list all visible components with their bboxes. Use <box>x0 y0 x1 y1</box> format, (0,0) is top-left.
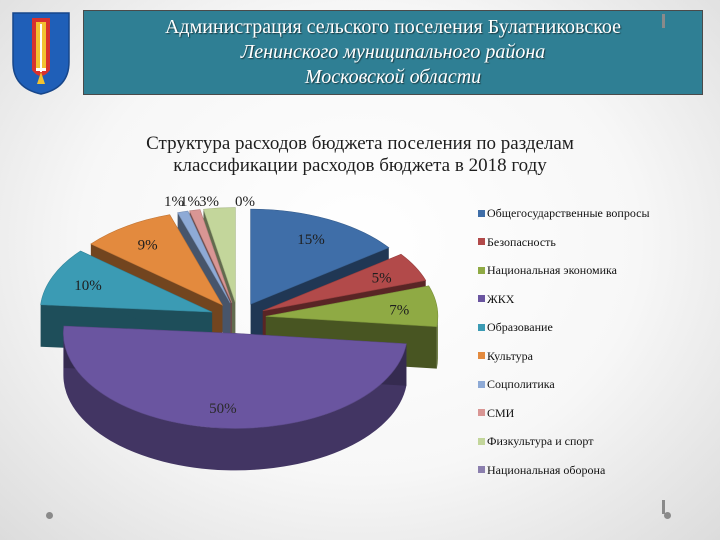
legend-label-2: Безопасность <box>487 234 556 249</box>
legend-item-7: Соцполитика <box>478 376 555 392</box>
legend-swatch-2 <box>478 238 485 246</box>
legend-label-7: Соцполитика <box>487 376 555 391</box>
legend-item-1: Общегосударственные вопросы <box>478 205 650 221</box>
pie-slice-7 <box>177 210 231 304</box>
data-label-2: 5% <box>372 270 392 286</box>
header-line-1: Администрация сельского поселения Булатн… <box>164 16 622 38</box>
coat-of-arms-icon <box>12 12 70 95</box>
legend-swatch-4 <box>478 295 485 303</box>
data-label-9: 3% <box>199 194 219 210</box>
legend-label-9: Физкультура и спорт <box>487 433 594 448</box>
legend-swatch-3 <box>478 266 485 274</box>
legend-label-4: ЖКХ <box>487 291 515 306</box>
legend-swatch-9 <box>478 437 485 445</box>
legend-swatch-7 <box>478 380 485 388</box>
pie-slice-2 <box>262 253 427 312</box>
pie-slice-3-wall <box>436 316 438 369</box>
header-banner: Администрация сельского поселения Булатн… <box>83 10 703 95</box>
pie-slice-8 <box>189 209 233 304</box>
pie-slice-3 <box>265 285 439 327</box>
pie-slice-4-wall <box>63 333 407 471</box>
header-line-2: Ленинского муниципального района <box>240 41 546 63</box>
legend-label-5: Образование <box>487 319 553 334</box>
legend-label-10: Национальная оборона <box>487 462 606 477</box>
legend-swatch-6 <box>478 352 485 360</box>
legend-item-4: ЖКХ <box>478 291 514 307</box>
data-label-1: 15% <box>297 232 325 248</box>
legend-item-2: Безопасность <box>478 234 556 250</box>
pie-slice-6 <box>90 214 224 306</box>
slide-mark-top <box>662 14 665 28</box>
legend-swatch-10 <box>478 466 485 474</box>
chart-title: Структура расходов бюджета поселения по … <box>60 133 660 177</box>
legend-item-10: Национальная оборона <box>478 462 605 478</box>
data-label-10: 0% <box>235 194 255 210</box>
legend-swatch-1 <box>478 209 485 217</box>
legend-item-5: Образование <box>478 319 553 335</box>
legend-item-8: СМИ <box>478 405 514 421</box>
data-label-8: 1% <box>180 194 200 210</box>
data-label-7: 1% <box>164 194 184 210</box>
slide-bullet-right <box>664 512 671 519</box>
legend-label-8: СМИ <box>487 405 515 420</box>
legend-item-6: Культура <box>478 348 533 364</box>
pie-slice-9 <box>203 207 236 303</box>
chart-title-line-1: Структура расходов бюджета поселения по … <box>146 133 574 154</box>
data-label-3: 7% <box>389 302 409 318</box>
pie-slice-5 <box>40 250 213 313</box>
header-line-3: Московской области <box>304 66 482 88</box>
data-label-6: 9% <box>138 238 158 254</box>
slide-bullet-left <box>46 512 53 519</box>
legend-item-9: Физкультура и спорт <box>478 433 593 449</box>
legend-swatch-8 <box>478 409 485 417</box>
legend-swatch-5 <box>478 323 485 331</box>
legend-item-3: Национальная экономика <box>478 262 617 278</box>
slide-mark-bottom <box>662 500 665 514</box>
pie-slice-1 <box>250 208 390 305</box>
legend-label-6: Культура <box>487 348 533 363</box>
legend-label-3: Национальная экономика <box>487 262 617 277</box>
legend-label-1: Общегосударственные вопросы <box>487 205 650 220</box>
pie-slice-4 <box>63 325 407 429</box>
data-label-5: 10% <box>74 278 102 294</box>
data-label-4: 50% <box>209 401 237 417</box>
chart-title-line-2: классификации расходов бюджета в 2018 го… <box>173 155 547 176</box>
